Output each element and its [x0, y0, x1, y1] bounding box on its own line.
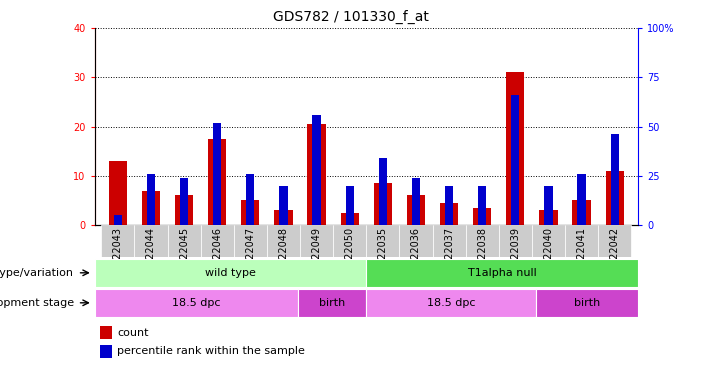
Text: GSM22042: GSM22042 — [610, 226, 620, 280]
Text: GSM22046: GSM22046 — [212, 226, 222, 280]
Bar — [175, 195, 193, 225]
Bar — [246, 174, 254, 225]
Text: 18.5 dpc: 18.5 dpc — [427, 298, 475, 308]
Bar — [233, 225, 267, 257]
Bar — [440, 203, 458, 225]
Text: T1alpha null: T1alpha null — [468, 268, 536, 278]
Bar — [400, 225, 433, 257]
Bar — [274, 210, 292, 225]
Text: GSM22035: GSM22035 — [378, 226, 388, 280]
Text: GSM22045: GSM22045 — [179, 226, 189, 280]
Bar — [611, 135, 619, 225]
Bar — [241, 200, 259, 225]
Bar — [573, 200, 591, 225]
Bar — [114, 215, 122, 225]
Text: GSM22050: GSM22050 — [345, 226, 355, 280]
Bar — [300, 225, 333, 257]
Text: birth: birth — [574, 298, 600, 308]
Text: GSM22037: GSM22037 — [444, 226, 454, 280]
Text: GSM22040: GSM22040 — [543, 226, 554, 280]
Bar — [366, 289, 536, 317]
Bar — [100, 345, 112, 358]
Text: 18.5 dpc: 18.5 dpc — [172, 298, 221, 308]
Bar — [346, 186, 354, 225]
Bar — [511, 95, 519, 225]
Text: GDS782 / 101330_f_at: GDS782 / 101330_f_at — [273, 9, 428, 24]
Bar — [539, 210, 557, 225]
Bar — [411, 178, 420, 225]
Bar — [313, 115, 321, 225]
Bar — [598, 225, 632, 257]
Text: GSM22048: GSM22048 — [278, 226, 288, 280]
Bar — [536, 289, 638, 317]
Bar — [142, 190, 160, 225]
Text: percentile rank within the sample: percentile rank within the sample — [118, 346, 306, 356]
Bar — [499, 225, 532, 257]
Bar — [208, 139, 226, 225]
Bar — [308, 124, 326, 225]
Bar — [532, 225, 565, 257]
Bar — [366, 225, 400, 257]
Bar — [445, 186, 454, 225]
Bar — [433, 225, 465, 257]
Bar — [200, 225, 233, 257]
Bar — [168, 225, 200, 257]
Bar — [407, 195, 425, 225]
Text: birth: birth — [319, 298, 346, 308]
Text: development stage: development stage — [0, 298, 74, 308]
Bar — [299, 289, 366, 317]
Text: GSM22039: GSM22039 — [510, 226, 520, 280]
Bar — [213, 123, 222, 225]
Bar — [478, 186, 486, 225]
Text: GSM22036: GSM22036 — [411, 226, 421, 280]
Bar — [578, 174, 586, 225]
Bar — [465, 225, 499, 257]
Text: genotype/variation: genotype/variation — [0, 268, 74, 278]
Bar — [606, 171, 624, 225]
Bar — [101, 225, 135, 257]
Bar — [379, 158, 387, 225]
Bar — [135, 225, 168, 257]
Text: wild type: wild type — [205, 268, 256, 278]
Bar — [366, 259, 638, 287]
Text: GSM22038: GSM22038 — [477, 226, 487, 280]
Text: GSM22044: GSM22044 — [146, 226, 156, 280]
Bar — [279, 186, 287, 225]
Bar — [565, 225, 598, 257]
Bar — [147, 174, 155, 225]
Bar — [341, 213, 359, 225]
Bar — [267, 225, 300, 257]
Bar — [473, 208, 491, 225]
Bar — [180, 178, 188, 225]
Text: GSM22043: GSM22043 — [113, 226, 123, 280]
Bar — [95, 289, 299, 317]
Bar — [333, 225, 366, 257]
Text: GSM22041: GSM22041 — [577, 226, 587, 280]
Text: count: count — [118, 328, 149, 338]
Bar — [545, 186, 552, 225]
Bar — [374, 183, 392, 225]
Bar — [95, 259, 366, 287]
Bar — [100, 326, 112, 339]
Bar — [109, 161, 127, 225]
Text: GSM22049: GSM22049 — [311, 226, 322, 280]
Text: GSM22047: GSM22047 — [245, 226, 255, 280]
Bar — [506, 72, 524, 225]
